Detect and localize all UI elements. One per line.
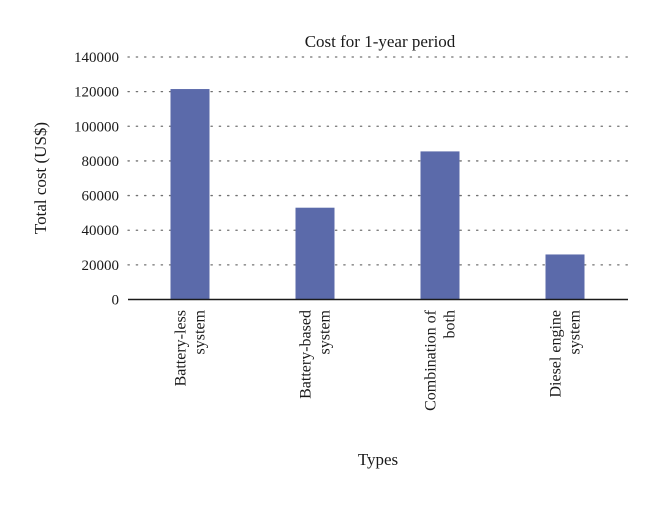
- gridlines: [127, 56, 629, 266]
- x-category-label: Diesel engine system: [548, 309, 584, 397]
- bar: [170, 89, 210, 300]
- x-category-label-line: Battery-less: [173, 310, 190, 386]
- y-tick-label: 40000: [82, 223, 120, 239]
- y-tick-label: 0: [112, 293, 120, 309]
- x-axis-title: Types: [358, 450, 398, 469]
- x-category-label-line: Diesel engine: [548, 310, 565, 398]
- chart-title: Cost for 1-year period: [305, 32, 456, 51]
- bars: [170, 89, 585, 300]
- bar: [420, 151, 460, 300]
- y-tick-label: 60000: [82, 189, 120, 205]
- x-category-label-line: system: [192, 309, 209, 354]
- y-tick-labels: 0 20000 40000 60000 80000 100000 120000 140000: [74, 50, 119, 309]
- x-category-label-line: both: [442, 310, 459, 338]
- x-category-label: Battery-based system: [298, 309, 334, 398]
- y-tick-label: 120000: [74, 85, 119, 101]
- x-category-label-line: system: [317, 309, 334, 354]
- x-category-label: Battery-less system: [173, 309, 209, 386]
- y-tick-label: 140000: [74, 50, 119, 66]
- y-tick-label: 80000: [82, 154, 120, 170]
- bar: [545, 254, 585, 300]
- x-category-label: Combination of both: [423, 309, 459, 411]
- x-category-label-line: Battery-based: [298, 310, 315, 399]
- x-category-labels: Battery-less system Battery-based system Com…: [173, 309, 584, 411]
- y-tick-label: 20000: [82, 258, 120, 274]
- bar: [295, 207, 335, 300]
- y-axis-title: Total cost (US$): [31, 122, 50, 234]
- x-category-label-line: Combination of: [423, 309, 440, 411]
- y-tick-label: 100000: [74, 119, 119, 135]
- x-category-label-line: system: [567, 309, 584, 354]
